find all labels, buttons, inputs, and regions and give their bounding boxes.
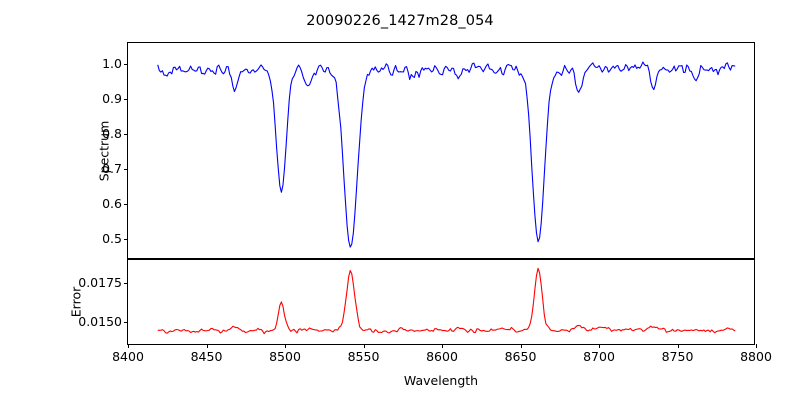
spectrum-y-tick-label: 0.8 [102,125,122,141]
spectrum-trace [158,62,735,247]
error-panel: Error 0.0150 0.0175 8400 8450 8500 8550 8600 8… [69,259,772,363]
spectrum-y-tick [124,134,128,136]
spectrum-plot-area [128,43,754,258]
x-tick [599,344,601,348]
error-y-tick-label: 0.0175 [78,274,122,290]
spectrum-y-tick-label: 0.5 [102,230,122,246]
x-axis-label: Wavelength [403,373,479,388]
x-tick-label: 8400 [112,349,144,364]
x-tick-label: 8550 [347,349,380,364]
x-tick [520,344,522,348]
spectrum-y-tick [124,99,128,101]
error-y-tick [124,322,128,324]
error-y-tick-label: 0.0150 [78,314,122,330]
x-tick-label: 8650 [504,349,537,364]
spectrum-y-tick-label: 1.0 [102,55,122,71]
x-tick-label: 8750 [661,349,694,364]
x-tick [128,344,130,348]
error-plot-area [128,260,754,344]
error-y-tick [124,282,128,284]
spectrum-panel: Spectrum 0.5 0.6 0.7 0.8 0.9 1.0 [97,42,755,259]
spectrum-y-tick [124,169,128,171]
x-tick [363,344,365,348]
x-tick-label: 8800 [740,349,772,364]
spectrum-y-tick [124,64,128,66]
x-tick-label: 8700 [583,349,615,364]
x-tick [206,344,208,348]
x-tick-label: 8450 [190,349,223,364]
error-trace [158,268,735,333]
page-title: 20090226_1427m28_054 [306,13,494,29]
x-tick [442,344,444,348]
spectrum-y-tick-label: 0.7 [102,160,122,176]
x-tick-label: 8600 [426,349,458,364]
spectrum-y-tick-label: 0.9 [102,90,122,106]
x-tick [285,344,287,348]
error-y-axis-label: Error [68,286,84,318]
spectrum-y-tick [124,239,128,241]
x-tick-label: 8500 [269,349,301,364]
x-tick [756,344,758,348]
x-tick [677,344,679,348]
spectrum-y-tick-label: 0.6 [102,195,122,211]
spectrum-y-tick [124,204,128,206]
